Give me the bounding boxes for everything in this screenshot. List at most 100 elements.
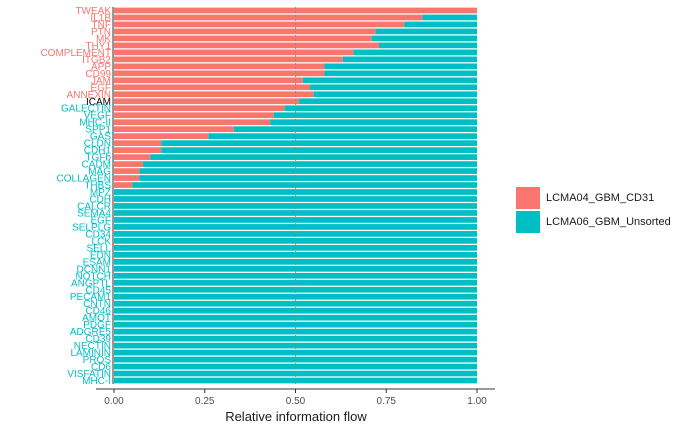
- bar-segment-unsorted: [150, 154, 478, 160]
- bar-segment-unsorted: [375, 28, 477, 35]
- bar-segment-unsorted: [114, 224, 477, 230]
- y-tick-label: TNF: [92, 20, 111, 31]
- bar-segment-unsorted: [302, 77, 477, 84]
- bar-segment-cd31: [114, 21, 405, 28]
- y-tick-label: CD45: [85, 285, 111, 296]
- y-tick-label: THY1: [85, 41, 111, 52]
- y-tick-label: MPZ: [90, 188, 111, 199]
- legend: LCMA04_GBM_CD31 LCMA06_GBM_Unsorted: [516, 186, 671, 234]
- y-tick-label: CDH: [89, 194, 111, 205]
- bar-segment-cd31: [114, 63, 325, 70]
- y-tick-label: ITGB2: [82, 55, 111, 66]
- bar-segment-unsorted: [270, 119, 477, 126]
- bar-segment-unsorted: [114, 363, 477, 370]
- bar-segment-unsorted: [114, 286, 477, 293]
- bar-segment-cd31: [114, 70, 325, 77]
- bar-segment-unsorted: [404, 21, 477, 28]
- y-tick-label: CD6: [91, 362, 111, 373]
- x-tick-label: 0.25: [195, 396, 215, 407]
- x-axis-title: Relative information flow: [225, 409, 367, 424]
- bar-segment-cd31: [114, 154, 151, 160]
- bar-segment-cd31: [114, 84, 311, 91]
- y-tick-label: VEGF: [84, 111, 111, 122]
- bar-segment-cd31: [114, 77, 303, 84]
- y-tick-label: ADGRE5: [70, 327, 112, 338]
- y-tick-label: SEMA4: [77, 208, 111, 219]
- bar-segment-cd31: [114, 126, 234, 133]
- y-tick-label: MAG: [88, 167, 111, 178]
- bar-segment-unsorted: [273, 112, 477, 119]
- y-tick-label: NECTIN: [74, 341, 111, 352]
- y-tick-label: PECAM1: [70, 292, 112, 303]
- bar-segment-cd31: [114, 168, 140, 174]
- bar-segment-unsorted: [378, 42, 477, 49]
- bar-segment-cd31: [114, 14, 423, 21]
- x-tick-label: 0.50: [286, 396, 306, 407]
- bar-segment-unsorted: [114, 314, 477, 321]
- legend-swatch-cd31: [516, 187, 540, 209]
- bar-segment-cd31: [114, 133, 209, 140]
- x-tick-label: 0.00: [104, 396, 124, 407]
- y-tick-label: CLDN: [84, 139, 111, 150]
- y-tick-label: CD99: [85, 69, 111, 80]
- y-tick-label: ANNEXIN: [67, 90, 111, 101]
- y-tick-label: JAM: [91, 76, 111, 87]
- y-tick-label: ICAM: [86, 97, 111, 108]
- bar-segment-unsorted: [114, 251, 477, 258]
- y-tick-label: DCNN1: [77, 264, 112, 275]
- bar-segment-unsorted: [161, 147, 477, 153]
- bar-segment-unsorted: [310, 84, 477, 91]
- bar-segment-unsorted: [114, 335, 477, 342]
- bar-segment-cd31: [114, 49, 354, 56]
- bar-segment-unsorted: [114, 279, 477, 286]
- y-tick-label: ESAM: [83, 257, 111, 268]
- legend-item-cd31: LCMA04_GBM_CD31: [516, 186, 671, 210]
- y-tick-label: MHC-I: [82, 376, 111, 387]
- y-tick-label: TWEAK: [75, 6, 111, 17]
- bar-segment-unsorted: [114, 231, 477, 237]
- x-axis-ticks: 0.00 0.25 0.50 0.75 1.00: [104, 389, 487, 407]
- bar-segment-unsorted: [139, 168, 477, 174]
- bar-segment-cd31: [114, 35, 372, 42]
- y-tick-label: CD46: [85, 306, 111, 317]
- y-tick-label: EDN: [90, 250, 111, 261]
- y-tick-label: TGFb: [85, 153, 111, 164]
- legend-label-cd31: LCMA04_GBM_CD31: [546, 192, 655, 204]
- y-tick-label: LAMININ: [70, 348, 111, 359]
- bar-segment-unsorted: [353, 49, 477, 56]
- bar-segment-unsorted: [114, 370, 477, 377]
- y-tick-label: LCK: [92, 236, 112, 247]
- y-tick-label: CADM: [82, 160, 111, 171]
- bar-segment-unsorted: [324, 70, 477, 77]
- bar-segment-unsorted: [114, 342, 477, 349]
- bar-segment-unsorted: [132, 182, 477, 188]
- bar-segment-unsorted: [313, 91, 477, 98]
- bar-segment-unsorted: [342, 56, 477, 63]
- bar-segment-cd31: [114, 112, 274, 119]
- y-tick-label: SELPLG: [72, 222, 111, 233]
- bar-segment-unsorted: [422, 14, 477, 21]
- bar-segment-cd31: [114, 28, 376, 35]
- y-tick-label: EGF: [90, 83, 111, 94]
- y-tick-label: EGF: [90, 215, 111, 226]
- y-tick-label: ANGPTL: [71, 278, 111, 289]
- y-axis-labels: TWEAKIL1BTNFPTNMKTHY1COMPLEMENTITGB2APPC…: [40, 6, 111, 387]
- bar-segment-cd31: [114, 175, 140, 181]
- y-tick-label: MK: [96, 34, 111, 45]
- bar-segment-cd31: [114, 161, 144, 167]
- bar-segment-unsorted: [114, 307, 477, 314]
- y-tick-label: CNTN: [83, 299, 111, 310]
- y-tick-label: APP: [91, 62, 111, 73]
- y-tick-label: GALECTIN: [61, 104, 111, 115]
- y-tick-label: SPP1: [85, 125, 111, 136]
- bar-segment-unsorted: [143, 161, 478, 167]
- y-tick-label: PTN: [91, 27, 111, 38]
- bar-segment-cd31: [114, 91, 314, 98]
- bar-segment-cd31: [114, 119, 271, 126]
- bar-segment-cd31: [114, 42, 379, 49]
- y-tick-label: IL1B: [90, 13, 111, 24]
- bar-segment-cd31: [114, 147, 162, 153]
- y-tick-label: COLLAGEN: [57, 174, 111, 185]
- y-tick-label: COMPLEMENT: [40, 48, 111, 59]
